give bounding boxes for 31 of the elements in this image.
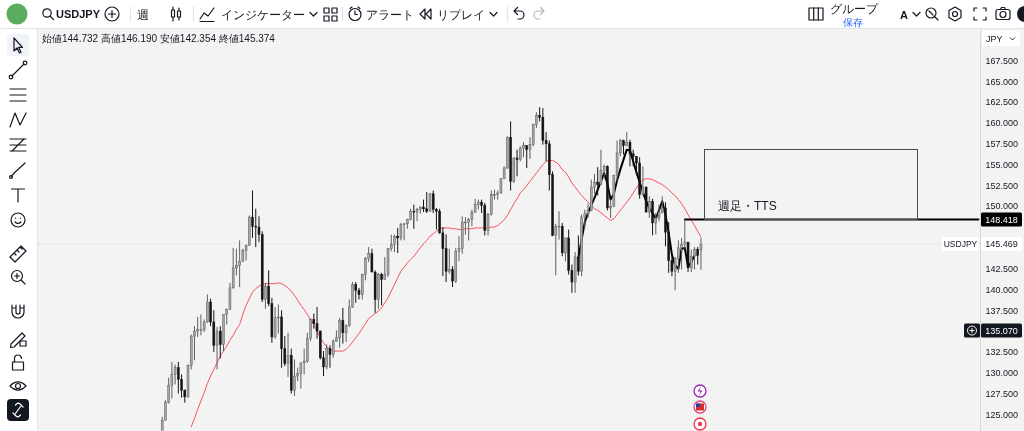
y-tick: 162.500 — [985, 97, 1018, 108]
y-tick: 152.500 — [985, 180, 1018, 191]
annotation: インジケーター — [221, 7, 305, 22]
annotation: 148.418 — [985, 214, 1018, 225]
annotation: A — [900, 8, 908, 21]
y-tick: 157.500 — [985, 139, 1018, 150]
annotation: 週足・TTS — [718, 199, 777, 213]
annotation: リプレイ — [437, 7, 485, 22]
y-tick: 132.500 — [985, 347, 1018, 358]
annotation: アラート — [366, 7, 414, 22]
y-axis-title: JPY — [986, 34, 1003, 44]
subtitle: 始値144.732 高値146.190 安値142.354 終値145.374 — [42, 33, 275, 44]
annotation: グループ — [830, 1, 878, 16]
y-tick: 142.500 — [985, 263, 1018, 274]
y-tick: 137.500 — [985, 305, 1018, 316]
y-axis-title: JPY — [982, 31, 1020, 46]
y-tick: 167.500 — [985, 55, 1018, 66]
title: USDJPY — [56, 8, 101, 20]
annotation: 135.070 — [985, 325, 1018, 336]
y-tick: 125.000 — [985, 409, 1018, 420]
y-tick: 150.000 — [985, 201, 1018, 212]
y-tick: 140.000 — [985, 284, 1018, 295]
y-tick: 155.000 — [985, 159, 1018, 170]
y-tick: 130.000 — [985, 367, 1018, 378]
annotation: 保存 — [843, 17, 863, 28]
y-tick: 165.000 — [985, 76, 1018, 87]
y-tick: 160.000 — [985, 118, 1018, 129]
price-badge: 148.418 — [981, 212, 1022, 227]
ref-line-label: 145.469 — [985, 239, 1018, 250]
y-tick: 127.500 — [985, 388, 1018, 399]
annotation: 週 — [137, 7, 149, 22]
